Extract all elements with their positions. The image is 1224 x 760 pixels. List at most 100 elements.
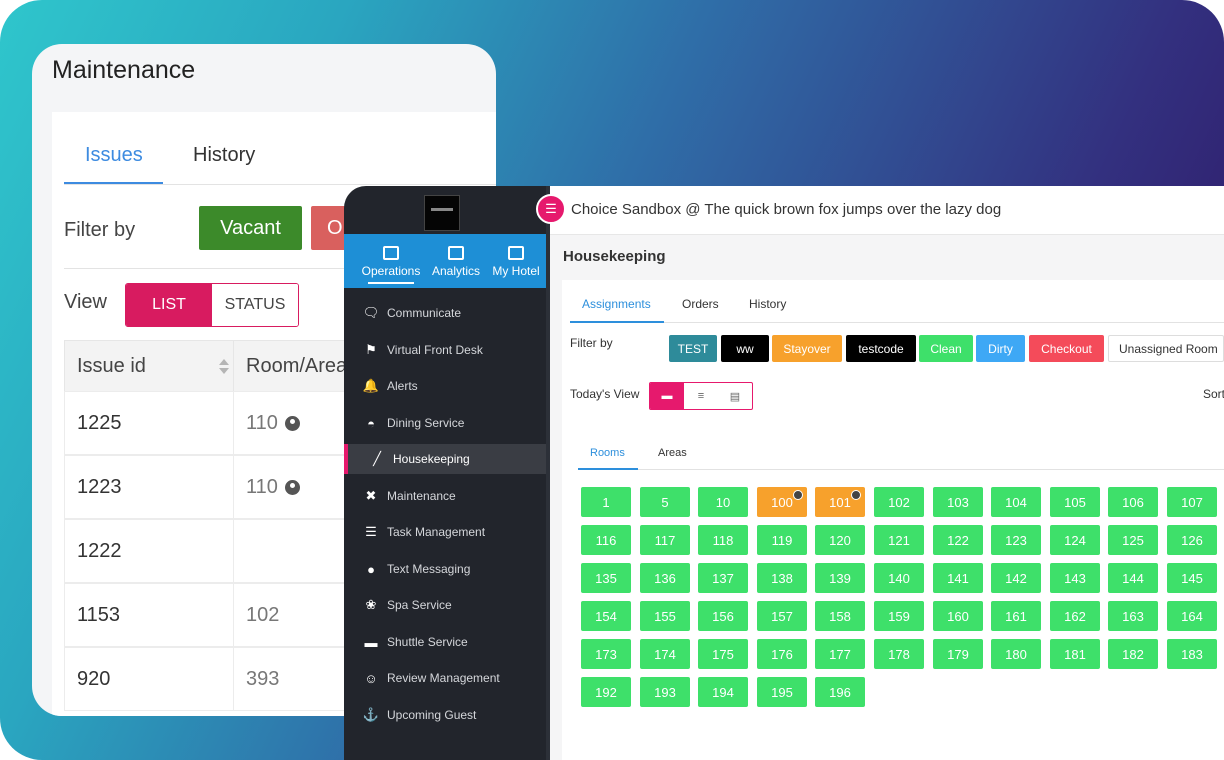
room-tile[interactable]: 107	[1167, 487, 1217, 517]
room-tile[interactable]: 162	[1050, 601, 1100, 631]
room-tile[interactable]: 182	[1108, 639, 1158, 669]
view-status-button[interactable]: STATUS	[212, 284, 298, 326]
room-tile[interactable]: 194	[698, 677, 748, 707]
filter-chip-test[interactable]: TEST	[669, 335, 717, 362]
filter-chip-clean[interactable]: Clean	[919, 335, 973, 362]
sidebar-item-communicate[interactable]: 🗨 Communicate	[344, 298, 548, 328]
bed-view-button[interactable]: ▬	[650, 383, 684, 409]
room-tile[interactable]: 5	[640, 487, 690, 517]
room-tile[interactable]: 175	[698, 639, 748, 669]
room-tile[interactable]: 122	[933, 525, 983, 555]
room-tile[interactable]: 183	[1167, 639, 1217, 669]
tab-operations[interactable]: Operations	[358, 234, 424, 288]
sort-label[interactable]: Sort	[1203, 387, 1224, 401]
sidebar-item-upcoming-guest[interactable]: ⚓ Upcoming Guest	[344, 700, 548, 730]
view-list-button[interactable]: LIST	[126, 284, 212, 326]
room-tile[interactable]: 105	[1050, 487, 1100, 517]
room-tile[interactable]: 174	[640, 639, 690, 669]
tab-rooms[interactable]: Rooms	[590, 447, 625, 459]
room-tile[interactable]: 137	[698, 563, 748, 593]
tab-orders[interactable]: Orders	[682, 297, 719, 311]
detail-view-button[interactable]: ▤	[718, 383, 752, 409]
room-tile[interactable]: 100	[757, 487, 807, 517]
room-tile[interactable]: 173	[581, 639, 631, 669]
room-tile[interactable]: 154	[581, 601, 631, 631]
room-tile[interactable]: 103	[933, 487, 983, 517]
room-tile[interactable]: 161	[991, 601, 1041, 631]
sidebar-item-maintenance[interactable]: ✖ Maintenance	[344, 481, 548, 511]
sidebar-item-task-management[interactable]: ☰ Task Management	[344, 517, 548, 547]
room-tile[interactable]: 106	[1108, 487, 1158, 517]
room-tile[interactable]: 157	[757, 601, 807, 631]
room-tile[interactable]: 135	[581, 563, 631, 593]
room-tile[interactable]: 196	[815, 677, 865, 707]
room-tile[interactable]: 158	[815, 601, 865, 631]
room-tile[interactable]: 164	[1167, 601, 1217, 631]
room-tile[interactable]: 1	[581, 487, 631, 517]
room-tile[interactable]: 120	[815, 525, 865, 555]
room-tile[interactable]: 138	[757, 563, 807, 593]
filter-chip-unassigned-room[interactable]: Unassigned Room	[1108, 335, 1224, 362]
room-tile[interactable]: 140	[874, 563, 924, 593]
room-tile[interactable]: 155	[640, 601, 690, 631]
table-cell-issue-id[interactable]: 920	[64, 647, 234, 711]
sidebar-item-text-messaging[interactable]: ● Text Messaging	[344, 554, 548, 584]
room-tile[interactable]: 193	[640, 677, 690, 707]
room-tile[interactable]: 118	[698, 525, 748, 555]
room-tile[interactable]: 181	[1050, 639, 1100, 669]
room-tile[interactable]: 141	[933, 563, 983, 593]
sidebar-item-housekeeping[interactable]: ╱ Housekeeping	[344, 444, 548, 474]
filter-chip-stayover[interactable]: Stayover	[772, 335, 842, 362]
room-tile[interactable]: 176	[757, 639, 807, 669]
room-tile[interactable]: 192	[581, 677, 631, 707]
table-cell-issue-id[interactable]: 1222	[64, 519, 234, 583]
tab-history[interactable]: History	[193, 144, 256, 166]
sidebar-item-spa-service[interactable]: ❀ Spa Service	[344, 590, 548, 620]
room-tile[interactable]: 143	[1050, 563, 1100, 593]
filter-chip-checkout[interactable]: Checkout	[1029, 335, 1104, 362]
tab-my-hotel[interactable]: My Hotel	[488, 234, 544, 288]
filter-vacant-button[interactable]: Vacant	[199, 206, 302, 250]
table-cell-issue-id[interactable]: 1225	[64, 391, 234, 455]
room-tile[interactable]: 116	[581, 525, 631, 555]
sidebar-item-alerts[interactable]: 🔔 Alerts	[344, 371, 548, 401]
room-tile[interactable]: 142	[991, 563, 1041, 593]
room-tile[interactable]: 136	[640, 563, 690, 593]
room-tile[interactable]: 124	[1050, 525, 1100, 555]
room-tile[interactable]: 159	[874, 601, 924, 631]
hotel-logo[interactable]	[424, 195, 460, 231]
room-tile[interactable]: 163	[1108, 601, 1158, 631]
room-tile[interactable]: 121	[874, 525, 924, 555]
table-cell-issue-id[interactable]: 1223	[64, 455, 234, 519]
sidebar-scrollbar[interactable]	[546, 186, 550, 760]
list-view-button[interactable]: ≡	[684, 383, 718, 409]
filter-chip-dirty[interactable]: Dirty	[976, 335, 1025, 362]
room-tile[interactable]: 178	[874, 639, 924, 669]
tab-areas[interactable]: Areas	[658, 447, 687, 459]
room-tile[interactable]: 179	[933, 639, 983, 669]
room-tile[interactable]: 126	[1167, 525, 1217, 555]
room-tile[interactable]: 102	[874, 487, 924, 517]
tab-issues[interactable]: Issues	[85, 144, 143, 166]
sidebar-item-virtual-front-desk[interactable]: ⚑ Virtual Front Desk	[344, 335, 548, 365]
room-tile[interactable]: 104	[991, 487, 1041, 517]
room-tile[interactable]: 156	[698, 601, 748, 631]
tab-analytics[interactable]: Analytics	[428, 234, 484, 288]
column-header-issue-id[interactable]: Issue id	[64, 340, 234, 392]
sidebar-item-dining-service[interactable]: ◓ Dining Service	[344, 408, 548, 438]
room-tile[interactable]: 195	[757, 677, 807, 707]
filter-chip-testcode[interactable]: testcode	[846, 335, 916, 362]
room-tile[interactable]: 177	[815, 639, 865, 669]
room-tile[interactable]: 160	[933, 601, 983, 631]
menu-toggle-button[interactable]: ☰	[536, 194, 566, 224]
filter-chip-ww[interactable]: ww	[721, 335, 769, 362]
sidebar-item-shuttle-service[interactable]: ▬ Shuttle Service	[344, 627, 548, 657]
tab-assignments[interactable]: Assignments	[582, 297, 651, 311]
table-cell-issue-id[interactable]: 1153	[64, 583, 234, 647]
room-tile[interactable]: 123	[991, 525, 1041, 555]
sidebar-item-review-management[interactable]: ☺ Review Management	[344, 663, 548, 693]
room-tile[interactable]: 101	[815, 487, 865, 517]
room-tile[interactable]: 119	[757, 525, 807, 555]
room-tile[interactable]: 117	[640, 525, 690, 555]
room-tile[interactable]: 145	[1167, 563, 1217, 593]
